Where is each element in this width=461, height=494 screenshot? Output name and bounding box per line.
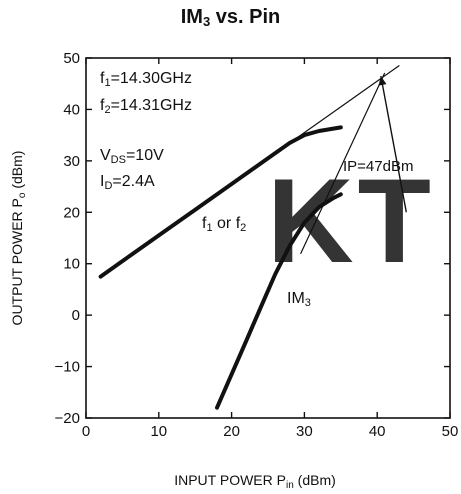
- x-axis-label: INPUT POWER Pin (dBm): [174, 472, 336, 491]
- series-line-1: [98, 125, 343, 279]
- extrapolation-line-4: [300, 72, 386, 254]
- y-tick-label: 40: [63, 101, 80, 118]
- x-tick-label: 50: [442, 423, 459, 440]
- y-axis-label: OUTPUT POWER Po (dBm): [9, 151, 28, 326]
- chart-title-subscript: 3: [202, 14, 211, 29]
- ip-arrow-head: [378, 76, 387, 86]
- x-tick-label: 30: [296, 423, 313, 440]
- x-tick-label: 20: [223, 423, 240, 440]
- y-tick-label: −10: [55, 359, 80, 376]
- y-tick-label: 30: [63, 153, 80, 170]
- vds-annotation: VDS=10V: [100, 147, 164, 166]
- y-tick-label: 20: [63, 204, 80, 221]
- plot-frame: [85, 57, 451, 419]
- x-tick-label: 10: [150, 423, 167, 440]
- x-tick-label: 0: [82, 423, 90, 440]
- fundamental-curve-label: f1 or f2: [202, 215, 246, 234]
- y-tick-label: 50: [63, 50, 80, 67]
- f2-annotation: f2=14.31GHz: [100, 97, 192, 116]
- series-line-2: [215, 192, 343, 410]
- im3-curve-label: IM3: [287, 290, 311, 309]
- y-tick-label: −20: [55, 410, 80, 427]
- chart-title-rest: vs. Pin: [210, 6, 281, 28]
- watermark: KT: [267, 154, 435, 288]
- y-tick-label: 0: [72, 307, 80, 324]
- id-annotation: ID=2.4A: [100, 173, 155, 192]
- f1-annotation: f1=14.30GHz: [100, 70, 192, 89]
- ip-arrow-shaft: [380, 75, 408, 213]
- y-tick-label: 10: [63, 256, 80, 273]
- chart-title-main: IM: [180, 6, 203, 28]
- chart-title: IM3 vs. Pin: [0, 6, 461, 29]
- extrapolation-line-3: [282, 65, 400, 149]
- ip-label: IP=47dBm: [343, 158, 413, 175]
- x-tick-label: 40: [369, 423, 386, 440]
